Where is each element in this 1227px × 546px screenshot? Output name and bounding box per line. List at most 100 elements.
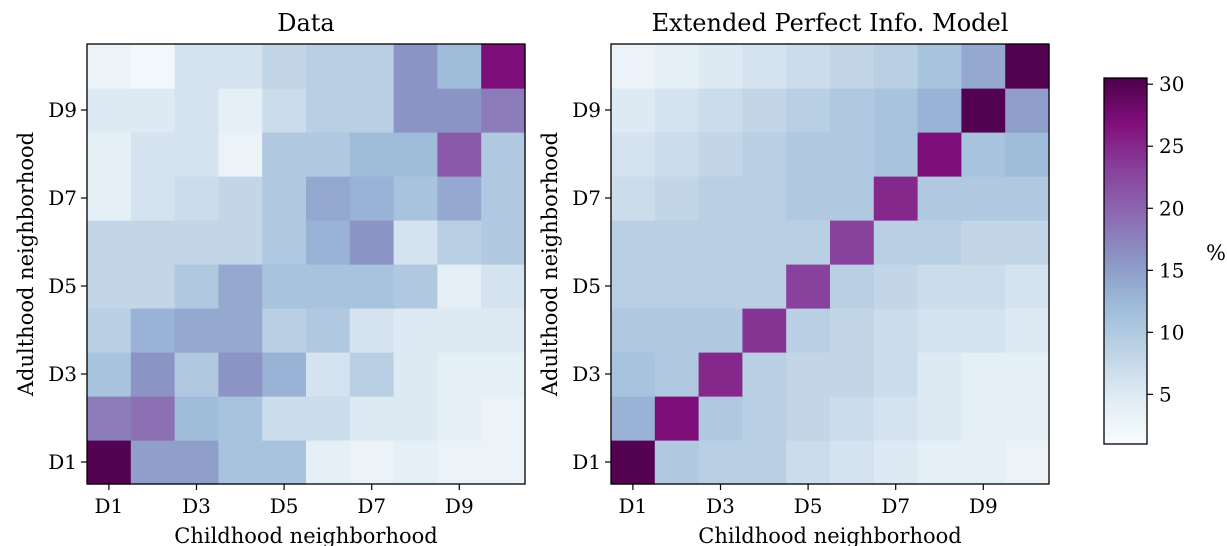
heatmap-cell xyxy=(130,220,176,265)
heatmap-cell xyxy=(742,220,787,265)
heatmap-cell xyxy=(393,308,438,353)
heatmap-cell xyxy=(262,220,307,265)
heatmap-cell xyxy=(961,308,1006,353)
heatmap-cell xyxy=(830,352,875,397)
heatmap-cell xyxy=(349,88,395,133)
y-ticks-data: D1 D3 D5 D7 D9 xyxy=(48,98,87,474)
heatmap-cell xyxy=(654,88,700,133)
heatmap-cell xyxy=(786,264,831,309)
colorbar-frame xyxy=(1103,77,1148,445)
heatmap-cell xyxy=(437,308,482,353)
colorbar-tick-label: 20 xyxy=(1159,196,1184,220)
heatmap-cell xyxy=(393,44,438,89)
x-tick-label: D9 xyxy=(445,494,474,518)
heatmap-cell xyxy=(218,88,263,133)
heatmap-cell xyxy=(437,44,482,89)
heatmap-cell xyxy=(917,264,962,309)
heatmap-cell xyxy=(830,220,875,265)
x-ticks-model: D1 D3 D5 D7 D9 xyxy=(619,484,998,518)
heatmap-cell xyxy=(1005,308,1050,353)
y-tick-label: D1 xyxy=(48,450,77,474)
heatmap-cell xyxy=(218,44,263,89)
y-axis-label-data: Adulthood neighborhood xyxy=(14,132,38,397)
heatmap-cell xyxy=(306,132,351,177)
heatmap-cell xyxy=(393,264,438,309)
heatmap-cell xyxy=(698,264,743,309)
heatmap-cell xyxy=(481,176,526,221)
chart-title-model: Extended Perfect Info. Model xyxy=(652,9,1009,37)
heatmap-cell xyxy=(262,132,307,177)
heatmap-cell xyxy=(130,352,176,397)
heatmap-cell xyxy=(698,220,743,265)
heatmap-cell xyxy=(174,220,219,265)
heatmap-cell xyxy=(481,88,526,133)
x-tick-label: D5 xyxy=(794,494,823,518)
heatmap-cell xyxy=(306,264,351,309)
heatmap-cell xyxy=(481,44,526,89)
heatmap-cell xyxy=(481,132,526,177)
heatmap-cell xyxy=(174,264,219,309)
heatmap-cell xyxy=(174,440,219,485)
heatmap-cell xyxy=(174,176,219,221)
heatmap-cell xyxy=(349,396,395,441)
heatmap-cell xyxy=(1005,264,1050,309)
x-tick-label: D7 xyxy=(357,494,386,518)
heatmap-cell xyxy=(873,308,919,353)
heatmap-cell xyxy=(917,308,962,353)
heatmap-cell xyxy=(437,88,482,133)
heatmap-cell xyxy=(961,44,1006,89)
heatmap-cell xyxy=(873,220,919,265)
heatmap-cell xyxy=(262,440,307,485)
colorbar-tick-label: 30 xyxy=(1159,72,1184,96)
heatmap-cell xyxy=(742,176,787,221)
colorbar-label: % xyxy=(1206,241,1226,265)
x-tick-label: D7 xyxy=(881,494,910,518)
heatmap-cell xyxy=(130,88,176,133)
heatmap-cell xyxy=(698,352,743,397)
heatmap-cell xyxy=(87,88,132,133)
x-tick-label: D3 xyxy=(706,494,735,518)
heatmap-cell xyxy=(698,396,743,441)
heatmap-cell xyxy=(349,176,395,221)
heatmap-cell xyxy=(349,440,395,485)
heatmap-cell xyxy=(742,308,787,353)
heatmap-cell xyxy=(786,396,831,441)
y-tick-label: D7 xyxy=(572,186,601,210)
heatmap-cell xyxy=(218,440,263,485)
heatmap-cell xyxy=(873,176,919,221)
heatmap-cell xyxy=(306,396,351,441)
heatmap-cell xyxy=(87,396,132,441)
heatmap-cell xyxy=(917,440,962,485)
plot-frame-model xyxy=(610,43,1050,485)
heatmap-cell xyxy=(306,44,351,89)
heatmap-cell xyxy=(611,352,656,397)
colorbar-tick-label: 10 xyxy=(1159,320,1184,344)
heatmap-cell xyxy=(611,220,656,265)
heatmap-cell xyxy=(830,88,875,133)
heatmap-cell xyxy=(349,132,395,177)
x-tick-label: D1 xyxy=(95,494,124,518)
heatmap-cell xyxy=(786,308,831,353)
heatmap-cell xyxy=(437,264,482,309)
heatmap-cell xyxy=(742,88,787,133)
heatmap-cell xyxy=(262,88,307,133)
colorbar-tick-label: 5 xyxy=(1159,382,1172,406)
heatmap-cell xyxy=(961,352,1006,397)
heatmap-cell xyxy=(87,220,132,265)
chart-title-data: Data xyxy=(277,9,335,37)
y-tick-label: D1 xyxy=(572,450,601,474)
heatmap-cell xyxy=(917,88,962,133)
heatmap-cell xyxy=(698,132,743,177)
heatmap-cell xyxy=(786,440,831,485)
heatmap-cell xyxy=(611,396,656,441)
heatmap-cell xyxy=(262,44,307,89)
heatmap-cell xyxy=(654,44,700,89)
heatmap-cell xyxy=(306,176,351,221)
x-axis-label-data: Childhood neighborhood xyxy=(174,524,437,546)
y-axis-label-model: Adulthood neighborhood xyxy=(538,132,562,397)
heatmap-cell xyxy=(481,396,526,441)
heatmap-cell xyxy=(698,44,743,89)
heatmap-cell xyxy=(393,176,438,221)
heatmap-panel-data: Data D1 D3 D5 D7 D9 D1 D3 D5 D7 D9 Childhood nei… xyxy=(14,9,526,546)
heatmap-cell xyxy=(917,176,962,221)
